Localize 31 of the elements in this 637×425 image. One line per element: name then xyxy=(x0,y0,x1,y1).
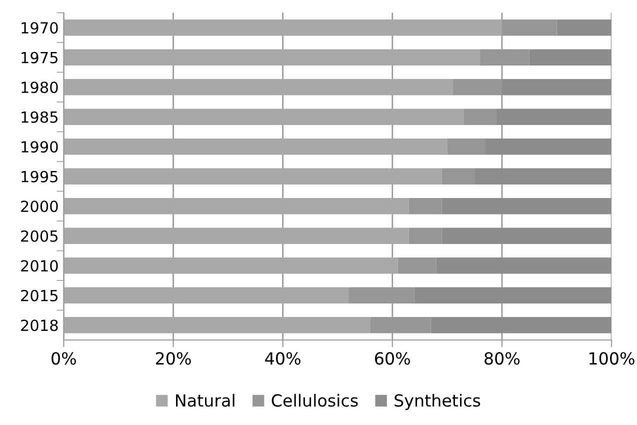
x-tick-label: 40% xyxy=(265,352,300,365)
bar xyxy=(64,198,409,214)
y-tick-label: 1970 xyxy=(22,22,58,34)
y-tick-label: 2010 xyxy=(21,260,58,272)
y-tick-label: 1975 xyxy=(22,52,58,64)
bar xyxy=(64,78,453,96)
bar xyxy=(64,138,448,155)
bar xyxy=(64,49,480,66)
x-tick-label: 20% xyxy=(156,352,191,365)
bar xyxy=(64,316,370,334)
y-tick-label: 1995 xyxy=(22,170,58,182)
bar xyxy=(64,108,464,126)
bar xyxy=(64,257,398,274)
legend-label: Synthetics xyxy=(394,394,480,410)
bar xyxy=(64,287,349,304)
y-tick-label: 2018 xyxy=(21,320,58,332)
y-tick-label: 1985 xyxy=(22,111,58,123)
legend-label: Natural xyxy=(176,394,234,407)
bar xyxy=(64,168,442,185)
y-tick-label: 1980 xyxy=(22,82,58,94)
x-tick-label: 100% xyxy=(590,352,634,365)
y-tick-label: 2000 xyxy=(21,200,58,212)
x-tick-label: 60% xyxy=(375,352,410,365)
x-tick-label: 0% xyxy=(52,352,76,365)
legend-label: Cellulosics xyxy=(272,394,358,407)
y-tick-label: 2015 xyxy=(21,290,58,302)
y-tick-label: 1990 xyxy=(22,141,58,153)
bar xyxy=(64,228,409,244)
y-tick-label: 2005 xyxy=(21,230,58,242)
x-tick-label: 80% xyxy=(484,352,520,365)
bar xyxy=(64,19,502,36)
